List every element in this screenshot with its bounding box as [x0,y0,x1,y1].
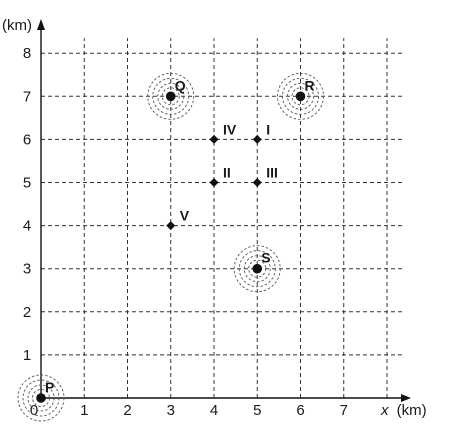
station-label: P [45,379,54,395]
station-ring [32,389,50,407]
y-tick-label: 7 [23,88,31,105]
point-marker [166,221,176,231]
x-axis-label: x (km) [380,402,427,419]
x-axis-unit: (km) [397,402,427,419]
station-ring [243,255,271,283]
station-ring [238,250,276,288]
x-tick-label: 7 [340,402,348,419]
point-iii: III [252,165,278,187]
axes [37,19,411,402]
point-i: I [252,121,270,144]
tick-labels: 0 1 2 3 4 5 6 7 1 2 3 4 5 6 7 8 [23,45,348,419]
station-ring [277,72,324,120]
y-tick-label: 6 [23,131,31,148]
station-dot [165,91,176,102]
y-tick-label: 8 [23,45,31,62]
y-tick-label: 2 [23,304,31,321]
point-marker [209,134,219,144]
station-label: R [305,77,315,93]
x-tick-label: 3 [167,402,175,419]
station-q: Q [147,72,195,120]
station-ring [291,87,310,106]
station-s: S [233,245,281,293]
station-p: P [17,374,65,422]
station-ring [161,87,180,106]
x-tick-label: 2 [123,402,131,419]
point-marker [252,178,262,187]
point-label: I [266,121,270,137]
point-marker [209,178,219,187]
y-axis-arrow [37,19,45,30]
station-ring [282,77,319,115]
y-tick-label: 1 [23,347,31,364]
station-ring [233,245,281,293]
point-v: V [166,208,190,231]
point-marker [252,134,262,144]
station-dot [252,263,263,274]
grid-lines [41,38,403,398]
point-label: IV [223,121,237,137]
station-r: R [277,72,324,120]
point-ii: II [209,165,231,187]
point-label: V [180,208,190,224]
x-tick-label: 5 [253,402,261,419]
x-axis-arrow [401,394,411,402]
station-dot [36,393,46,403]
station-ring [147,72,195,120]
point-label: II [223,165,231,181]
x-tick-label: 4 [210,402,218,419]
x-tick-label: 0 [30,402,38,419]
x-tick-label: 1 [80,402,88,419]
station-ring [248,259,267,278]
point-iv: IV [209,121,237,144]
station-ring [152,77,190,115]
x-tick-label: 6 [296,402,304,419]
station-label: S [261,250,270,266]
station-label: Q [175,77,186,93]
station-dot [295,91,306,102]
y-axis-label: (km) [2,17,32,34]
y-tick-label: 4 [23,218,31,235]
station-ring [157,82,185,110]
station-ring [27,384,55,412]
y-tick-label: 5 [23,175,31,192]
station-ring [22,379,60,417]
y-tick-label: 3 [23,261,31,278]
stations: P Q R S [17,72,324,422]
station-ring [287,82,314,110]
point-label: III [266,165,278,181]
station-ring [17,374,65,422]
x-axis-var: x [380,402,389,419]
